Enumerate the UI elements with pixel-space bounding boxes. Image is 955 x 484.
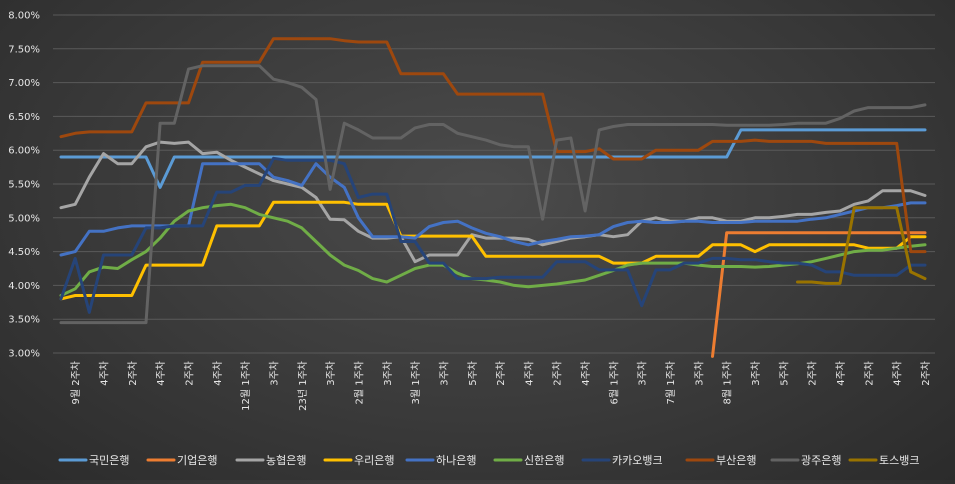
series-line-3	[59, 200, 927, 301]
y-axis: 3.00% 3.50% 4.00% 4.50% 5.00% 5.50% 6.00% 6.50%…	[8, 11, 40, 360]
series-line-1	[711, 231, 927, 358]
x-tick-label: 2주차	[807, 361, 819, 386]
x-tick-label: 8월 1주차	[722, 361, 734, 405]
x-tick-label: 2주차	[552, 361, 564, 386]
y-tick-label: 3.00%	[8, 349, 40, 360]
y-tick-label: 5.00%	[8, 213, 40, 224]
y-tick-label: 5.50%	[8, 180, 40, 191]
x-tick-label: 4주차	[892, 361, 904, 386]
legend-label: 하나은행	[436, 453, 476, 467]
x-tick-label: 5주차	[778, 361, 790, 386]
legend-label: 기업은행	[177, 454, 217, 467]
x-tick-label: 7월 1주차	[665, 361, 677, 405]
series-line-9	[796, 206, 927, 285]
x-tick-label: 3주차	[637, 361, 649, 386]
x-tick-label: 2주차	[495, 361, 507, 386]
plot-area	[59, 37, 927, 358]
series-line-5	[59, 202, 927, 297]
legend-label: 신한은행	[524, 454, 564, 467]
series-line-0	[59, 128, 927, 189]
x-tick-label: 3월 1주차	[410, 361, 422, 405]
x-tick-label: 2주차	[127, 361, 139, 386]
series-line-2	[59, 140, 927, 264]
x-tick-label: 3주차	[438, 361, 450, 386]
legend-label: 토스뱅크	[879, 454, 919, 467]
legend: 국민은행 기업은행 농협은행 우리은행 하나은행 신한은행 카카오뱅크 부산은행 광주은행 토스뱅…	[58, 453, 919, 467]
legend-label: 광주은행	[801, 454, 841, 467]
x-tick-label: 3주차	[693, 361, 705, 386]
grid	[53, 14, 935, 354]
y-tick-label: 4.50%	[8, 247, 40, 258]
series-line-4	[59, 162, 927, 257]
y-tick-label: 3.50%	[8, 315, 40, 326]
legend-label: 우리은행	[354, 454, 394, 467]
y-tick-label: 6.50%	[8, 112, 40, 123]
series-line-7	[59, 37, 927, 254]
legend-label: 카카오뱅크	[612, 454, 663, 467]
x-tick-label: 2월 1주차	[353, 361, 365, 405]
x-tick-label: 2주차	[920, 361, 932, 386]
legend-label: 농협은행	[266, 454, 306, 467]
x-tick-label: 3주차	[382, 361, 394, 386]
x-tick-label: 4주차	[523, 361, 535, 386]
x-axis: 9월 2주차 4주차 2주차 4주차 2주차 4주차 12월 1주차 3주차 23년 1주차 3주…	[70, 361, 932, 411]
y-tick-label: 8.00%	[8, 11, 40, 22]
x-tick-label: 6월 1주차	[608, 361, 620, 405]
x-tick-label: 3주차	[750, 361, 762, 386]
y-tick-label: 4.00%	[8, 281, 40, 292]
x-tick-label: 23년 1주차	[297, 361, 309, 411]
x-tick-label: 4주차	[580, 361, 592, 386]
x-tick-label: 5주차	[467, 361, 479, 386]
x-tick-label: 4주차	[212, 361, 224, 386]
x-tick-label: 9월 2주차	[70, 361, 82, 405]
y-tick-label: 6.00%	[8, 146, 40, 157]
x-tick-label: 4주차	[98, 361, 110, 386]
x-tick-label: 3주차	[325, 361, 337, 386]
y-tick-label: 7.00%	[8, 78, 40, 89]
x-tick-label: 4주차	[155, 361, 167, 386]
y-tick-label: 7.50%	[8, 44, 40, 55]
x-tick-label: 2주차	[183, 361, 195, 386]
series-line-6	[59, 156, 927, 314]
x-tick-label: 2주차	[863, 361, 875, 386]
x-tick-label: 4주차	[835, 361, 847, 386]
x-tick-label: 3주차	[268, 361, 280, 386]
series-line-8	[59, 64, 927, 325]
legend-label: 국민은행	[89, 454, 129, 467]
x-tick-label: 12월 1주차	[240, 361, 252, 411]
legend-label: 부산은행	[716, 454, 756, 467]
